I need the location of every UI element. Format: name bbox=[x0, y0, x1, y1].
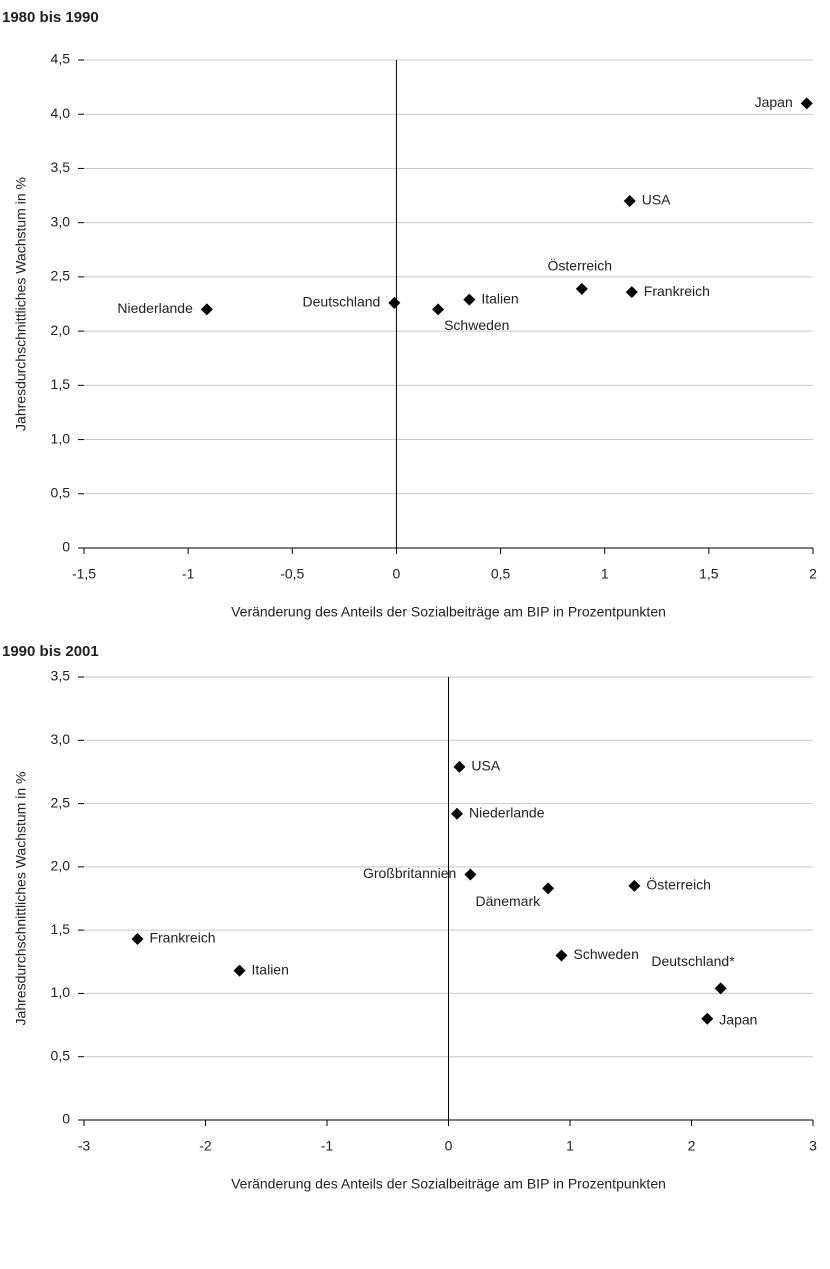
point bbox=[800, 97, 813, 110]
chart-title: 1980 bis 1990 bbox=[2, 9, 99, 26]
y-tick-label: 3,0 bbox=[51, 213, 71, 229]
point bbox=[432, 303, 445, 316]
point bbox=[464, 868, 477, 881]
y-tick-label: 2,0 bbox=[51, 322, 71, 338]
point-label: Österreich bbox=[548, 257, 613, 274]
x-tick-label: 2 bbox=[809, 566, 817, 582]
point-label: Dänemark bbox=[476, 893, 542, 909]
x-tick-label: -1 bbox=[182, 566, 195, 582]
point-label: Niederlande bbox=[469, 804, 545, 820]
point bbox=[542, 882, 555, 895]
x-tick-label: -3 bbox=[78, 1138, 91, 1154]
y-tick-label: 1,5 bbox=[51, 376, 71, 392]
y-tick-label: 3,5 bbox=[51, 668, 71, 684]
y-tick-label: 3,0 bbox=[51, 731, 71, 747]
x-axis-label: Veränderung des Anteils der Sozialbeiträ… bbox=[231, 604, 666, 620]
point-label: Frankreich bbox=[149, 930, 215, 946]
point-label: Italien bbox=[481, 290, 518, 306]
point bbox=[463, 293, 476, 306]
point-label: USA bbox=[471, 758, 500, 774]
y-axis-label: Jahresdurchschnittliches Wachstum in % bbox=[13, 177, 29, 431]
point-label: Frankreich bbox=[644, 283, 710, 299]
x-tick-label: 0 bbox=[393, 566, 401, 582]
y-tick-label: 4,5 bbox=[51, 51, 71, 67]
point-label: Italien bbox=[252, 961, 289, 977]
point bbox=[555, 949, 568, 962]
x-tick-label: 1,5 bbox=[699, 566, 719, 582]
y-tick-label: 2,5 bbox=[51, 268, 71, 284]
point bbox=[625, 286, 638, 299]
point bbox=[131, 933, 144, 946]
x-tick-label: 1 bbox=[601, 566, 609, 582]
x-axis-label: Veränderung des Anteils der Sozialbeiträ… bbox=[231, 1176, 666, 1192]
y-tick-label: 2,0 bbox=[51, 858, 71, 874]
point-label: Japan bbox=[719, 1011, 757, 1027]
x-tick-label: -2 bbox=[199, 1138, 212, 1154]
x-tick-label: 3 bbox=[809, 1138, 817, 1154]
x-tick-label: 2 bbox=[688, 1138, 696, 1154]
point bbox=[623, 194, 636, 207]
x-tick-label: 0 bbox=[445, 1138, 453, 1154]
point-label: USA bbox=[642, 192, 671, 208]
x-tick-label: -1 bbox=[321, 1138, 334, 1154]
point-label: Deutschland* bbox=[651, 953, 735, 969]
point-label: Schweden bbox=[573, 946, 638, 962]
y-tick-label: 0,5 bbox=[51, 1047, 71, 1063]
point-label: Schweden bbox=[444, 317, 509, 333]
y-axis-label: Jahresdurchschnittliches Wachstum in % bbox=[13, 772, 29, 1026]
point bbox=[388, 296, 401, 309]
point bbox=[628, 879, 641, 892]
x-tick-label: 0,5 bbox=[491, 566, 511, 582]
y-tick-label: 3,5 bbox=[51, 159, 71, 175]
x-tick-label: 1 bbox=[566, 1138, 574, 1154]
y-tick-label: 1,0 bbox=[51, 430, 71, 446]
point-label: Japan bbox=[755, 94, 793, 110]
y-tick-label: 0 bbox=[62, 1111, 70, 1127]
point bbox=[233, 964, 246, 977]
point bbox=[200, 303, 213, 316]
point-label: Österreich bbox=[646, 876, 711, 893]
x-tick-label: -0,5 bbox=[280, 566, 304, 582]
point bbox=[701, 1012, 714, 1025]
point bbox=[714, 982, 727, 995]
point bbox=[575, 282, 588, 295]
y-tick-label: 1,0 bbox=[51, 984, 71, 1000]
x-tick-label: -1,5 bbox=[72, 566, 96, 582]
y-tick-label: 1,5 bbox=[51, 921, 71, 937]
y-tick-label: 4,0 bbox=[51, 105, 71, 121]
point bbox=[453, 760, 466, 773]
point-label: Niederlande bbox=[117, 300, 193, 316]
chart-title: 1990 bis 2001 bbox=[2, 643, 99, 660]
point bbox=[451, 807, 464, 820]
y-tick-label: 0,5 bbox=[51, 484, 71, 500]
point-label: Deutschland bbox=[303, 294, 381, 310]
y-tick-label: 0 bbox=[62, 539, 70, 555]
point-label: Großbritannien bbox=[363, 865, 456, 881]
y-tick-label: 2,5 bbox=[51, 794, 71, 810]
